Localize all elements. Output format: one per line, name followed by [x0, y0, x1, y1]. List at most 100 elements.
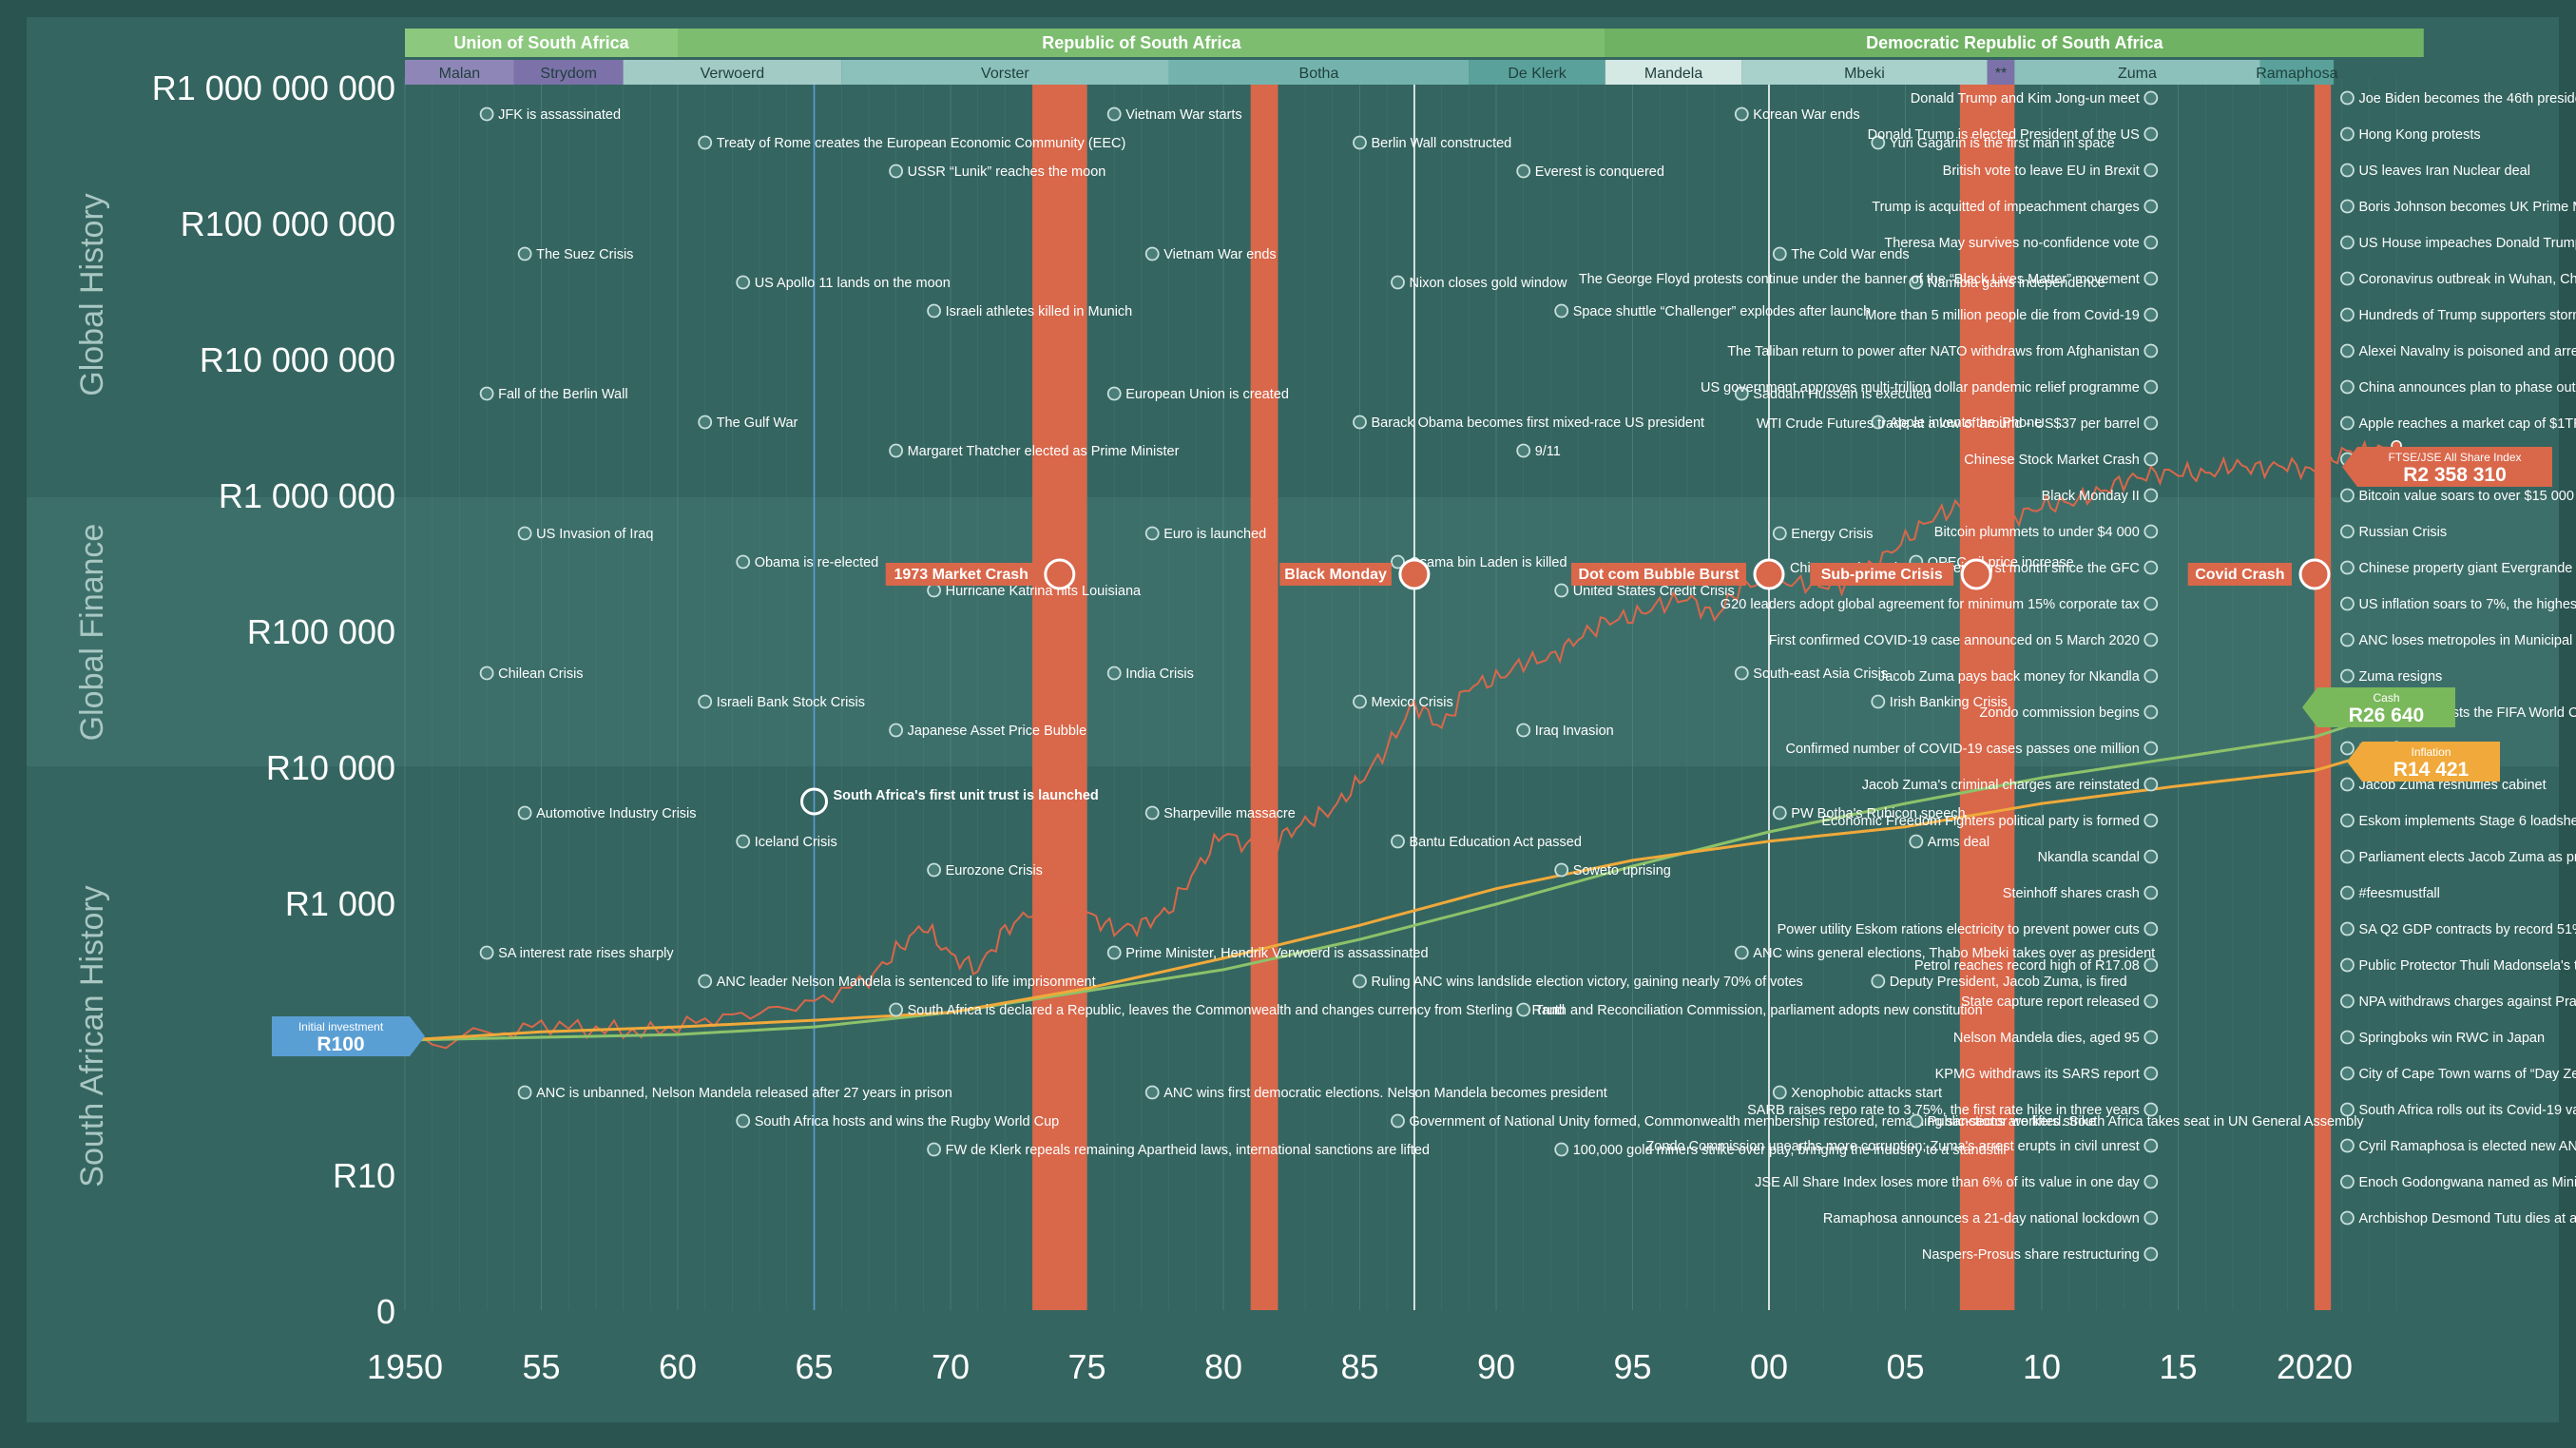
event-dot: [1909, 275, 1924, 290]
event-label: Alexei Navalny is poisoned and arrested …: [2358, 344, 2576, 359]
event-label: South Africa is declared a Republic, lea…: [908, 1003, 1566, 1018]
event-label: Iceland Crisis: [755, 835, 837, 850]
value-tag-title: Cash: [2373, 691, 2399, 705]
event-label: Theresa May survives no-confidence vote: [1884, 236, 2139, 251]
event-dot: [2340, 777, 2355, 792]
event-label: SARB raises repo rate to 3.75%, the firs…: [1747, 1103, 2140, 1118]
event-dot: [2340, 1066, 2355, 1081]
event-dot: [517, 246, 532, 261]
event-label: Coronavirus outbreak in Wuhan, China: [2358, 272, 2576, 287]
x-tick-label: 65: [795, 1347, 833, 1386]
value-tag-value: R100: [317, 1033, 364, 1055]
unit-trust-marker: [800, 787, 828, 816]
event-label: India Crisis: [1125, 666, 1194, 682]
x-tick-label: 85: [1340, 1347, 1378, 1386]
event-label: Arms deal: [1928, 835, 1990, 850]
value-tag-value: R26 640: [2349, 705, 2424, 726]
value-tag-value: R14 421: [2393, 759, 2470, 781]
event-dot: [2143, 957, 2159, 973]
section-labels: Global History Global Finance South Africa…: [74, 193, 110, 1187]
event-label: Public Protector Thuli Madonsela's term …: [2358, 958, 2576, 974]
crash-marker: [1960, 558, 1992, 590]
event-label: Korean War ends: [1753, 107, 1859, 123]
event-label: Black Monday II: [2042, 489, 2140, 504]
event-dot: [1772, 246, 1787, 261]
event-label: British vote to leave EU in Brexit: [1943, 164, 2140, 179]
event-dot: [1516, 164, 1531, 179]
event-label: Hurricane Katrina hits Louisiana: [946, 584, 1142, 599]
y-tick-label: R10 000: [266, 748, 395, 787]
event-label: Japanese Asset Price Bubble: [908, 724, 1087, 739]
president-label: Botha: [1299, 66, 1339, 82]
value-tag-pointer: [2302, 687, 2317, 727]
y-tick-label: R1 000 000 000: [152, 68, 395, 107]
event-dot: [2340, 343, 2355, 358]
event-dot: [1516, 443, 1531, 458]
series-line: [404, 439, 2398, 1050]
event-dot: [2143, 379, 2159, 395]
event-dot: [1554, 862, 1569, 878]
event-dot: [2340, 163, 2355, 178]
event-dot: [698, 415, 713, 430]
event-dot: [1871, 974, 1886, 989]
event-label: Sharpeville massacre: [1163, 806, 1296, 821]
y-axis: R1 000 000 000 R100 000 000 R10 000 000 R1 …: [152, 68, 395, 1331]
events: JFK is assassinated Treaty of Rome create…: [479, 90, 2576, 1263]
president-label: Strydom: [540, 66, 597, 82]
value-tag-box: [2357, 447, 2552, 487]
event-label: Namibia gains independence: [1928, 276, 2105, 291]
event-dot: [2340, 488, 2355, 503]
event-label: Nelson Mandela dies, aged 95: [1953, 1031, 2140, 1046]
event-dot: [1554, 303, 1569, 319]
crash-label-box: [1279, 563, 1392, 586]
crash-bands: [1032, 78, 2332, 1310]
event-label: Confirmed number of COVID-19 cases passe…: [1785, 742, 2139, 757]
event-label: Nixon closes gold window: [1410, 276, 1568, 291]
president-label: Ramaphosa: [2256, 66, 2337, 82]
event-label: JFK is assassinated: [498, 107, 621, 123]
event-label: ANC is unbanned, Nelson Mandela released…: [536, 1086, 952, 1101]
event-label: Donald Trump is elected President of the…: [1868, 127, 2140, 143]
event-dot: [1144, 246, 1160, 261]
series-line: [404, 744, 2397, 1042]
event-dot: [2143, 596, 2159, 611]
event-label: Economic Freedom Fighters political part…: [1821, 814, 2139, 829]
event-label: US Invasion of Iraq: [536, 527, 653, 542]
event-label: South Africa rolls out its Covid-19 vacc…: [2358, 1103, 2576, 1118]
event-label: Euro is launched: [1163, 527, 1266, 542]
event-dot: [1391, 554, 1405, 570]
event-label: Israeli Bank Stock Crisis: [717, 695, 865, 710]
event-label: ANC leader Nelson Mandela is sentenced t…: [717, 975, 1096, 990]
event-label: Margaret Thatcher elected as Prime Minis…: [908, 444, 1180, 459]
event-dot: [736, 834, 751, 849]
event-label: Saddam Hussein is executed: [1753, 387, 1932, 402]
value-tag-box: [2362, 742, 2500, 782]
event-dot: [2143, 849, 2159, 864]
event-label: #feesmustfall: [2358, 886, 2439, 901]
event-dot: [2143, 921, 2159, 936]
event-label: Irish Banking Crisis: [1890, 695, 2008, 710]
event-dot: [517, 526, 532, 541]
event-dot: [1909, 1113, 1924, 1129]
crash-label: 1973 Market Crash: [894, 567, 1028, 583]
crash-band: [1250, 78, 1278, 1310]
era-label: Union of South Africa: [453, 33, 629, 52]
event-dot: [1106, 666, 1122, 681]
event-dot: [1516, 723, 1531, 738]
event-label: Apple invents the iPhone: [1890, 415, 2042, 431]
event-label: The Taliban return to power after NATO w…: [1727, 344, 2140, 359]
event-dot: [2340, 379, 2355, 395]
crash-marker: [1398, 558, 1431, 590]
event-dot: [2143, 235, 2159, 250]
event-label: European Union is created: [1125, 387, 1289, 402]
event-dot: [479, 945, 494, 960]
x-tick-label: 75: [1067, 1347, 1105, 1386]
event-label: Enoch Godongwana named as Minister of Fi…: [2358, 1175, 2576, 1190]
event-dot: [927, 303, 941, 319]
event-dot: [736, 275, 751, 290]
event-label: SA interest rate rises sharply: [498, 946, 674, 961]
crash-band: [1032, 78, 1087, 1310]
vertical-markers: [813, 78, 1770, 1310]
event-dot: [2143, 126, 2159, 142]
president-label: **: [1995, 66, 2007, 82]
